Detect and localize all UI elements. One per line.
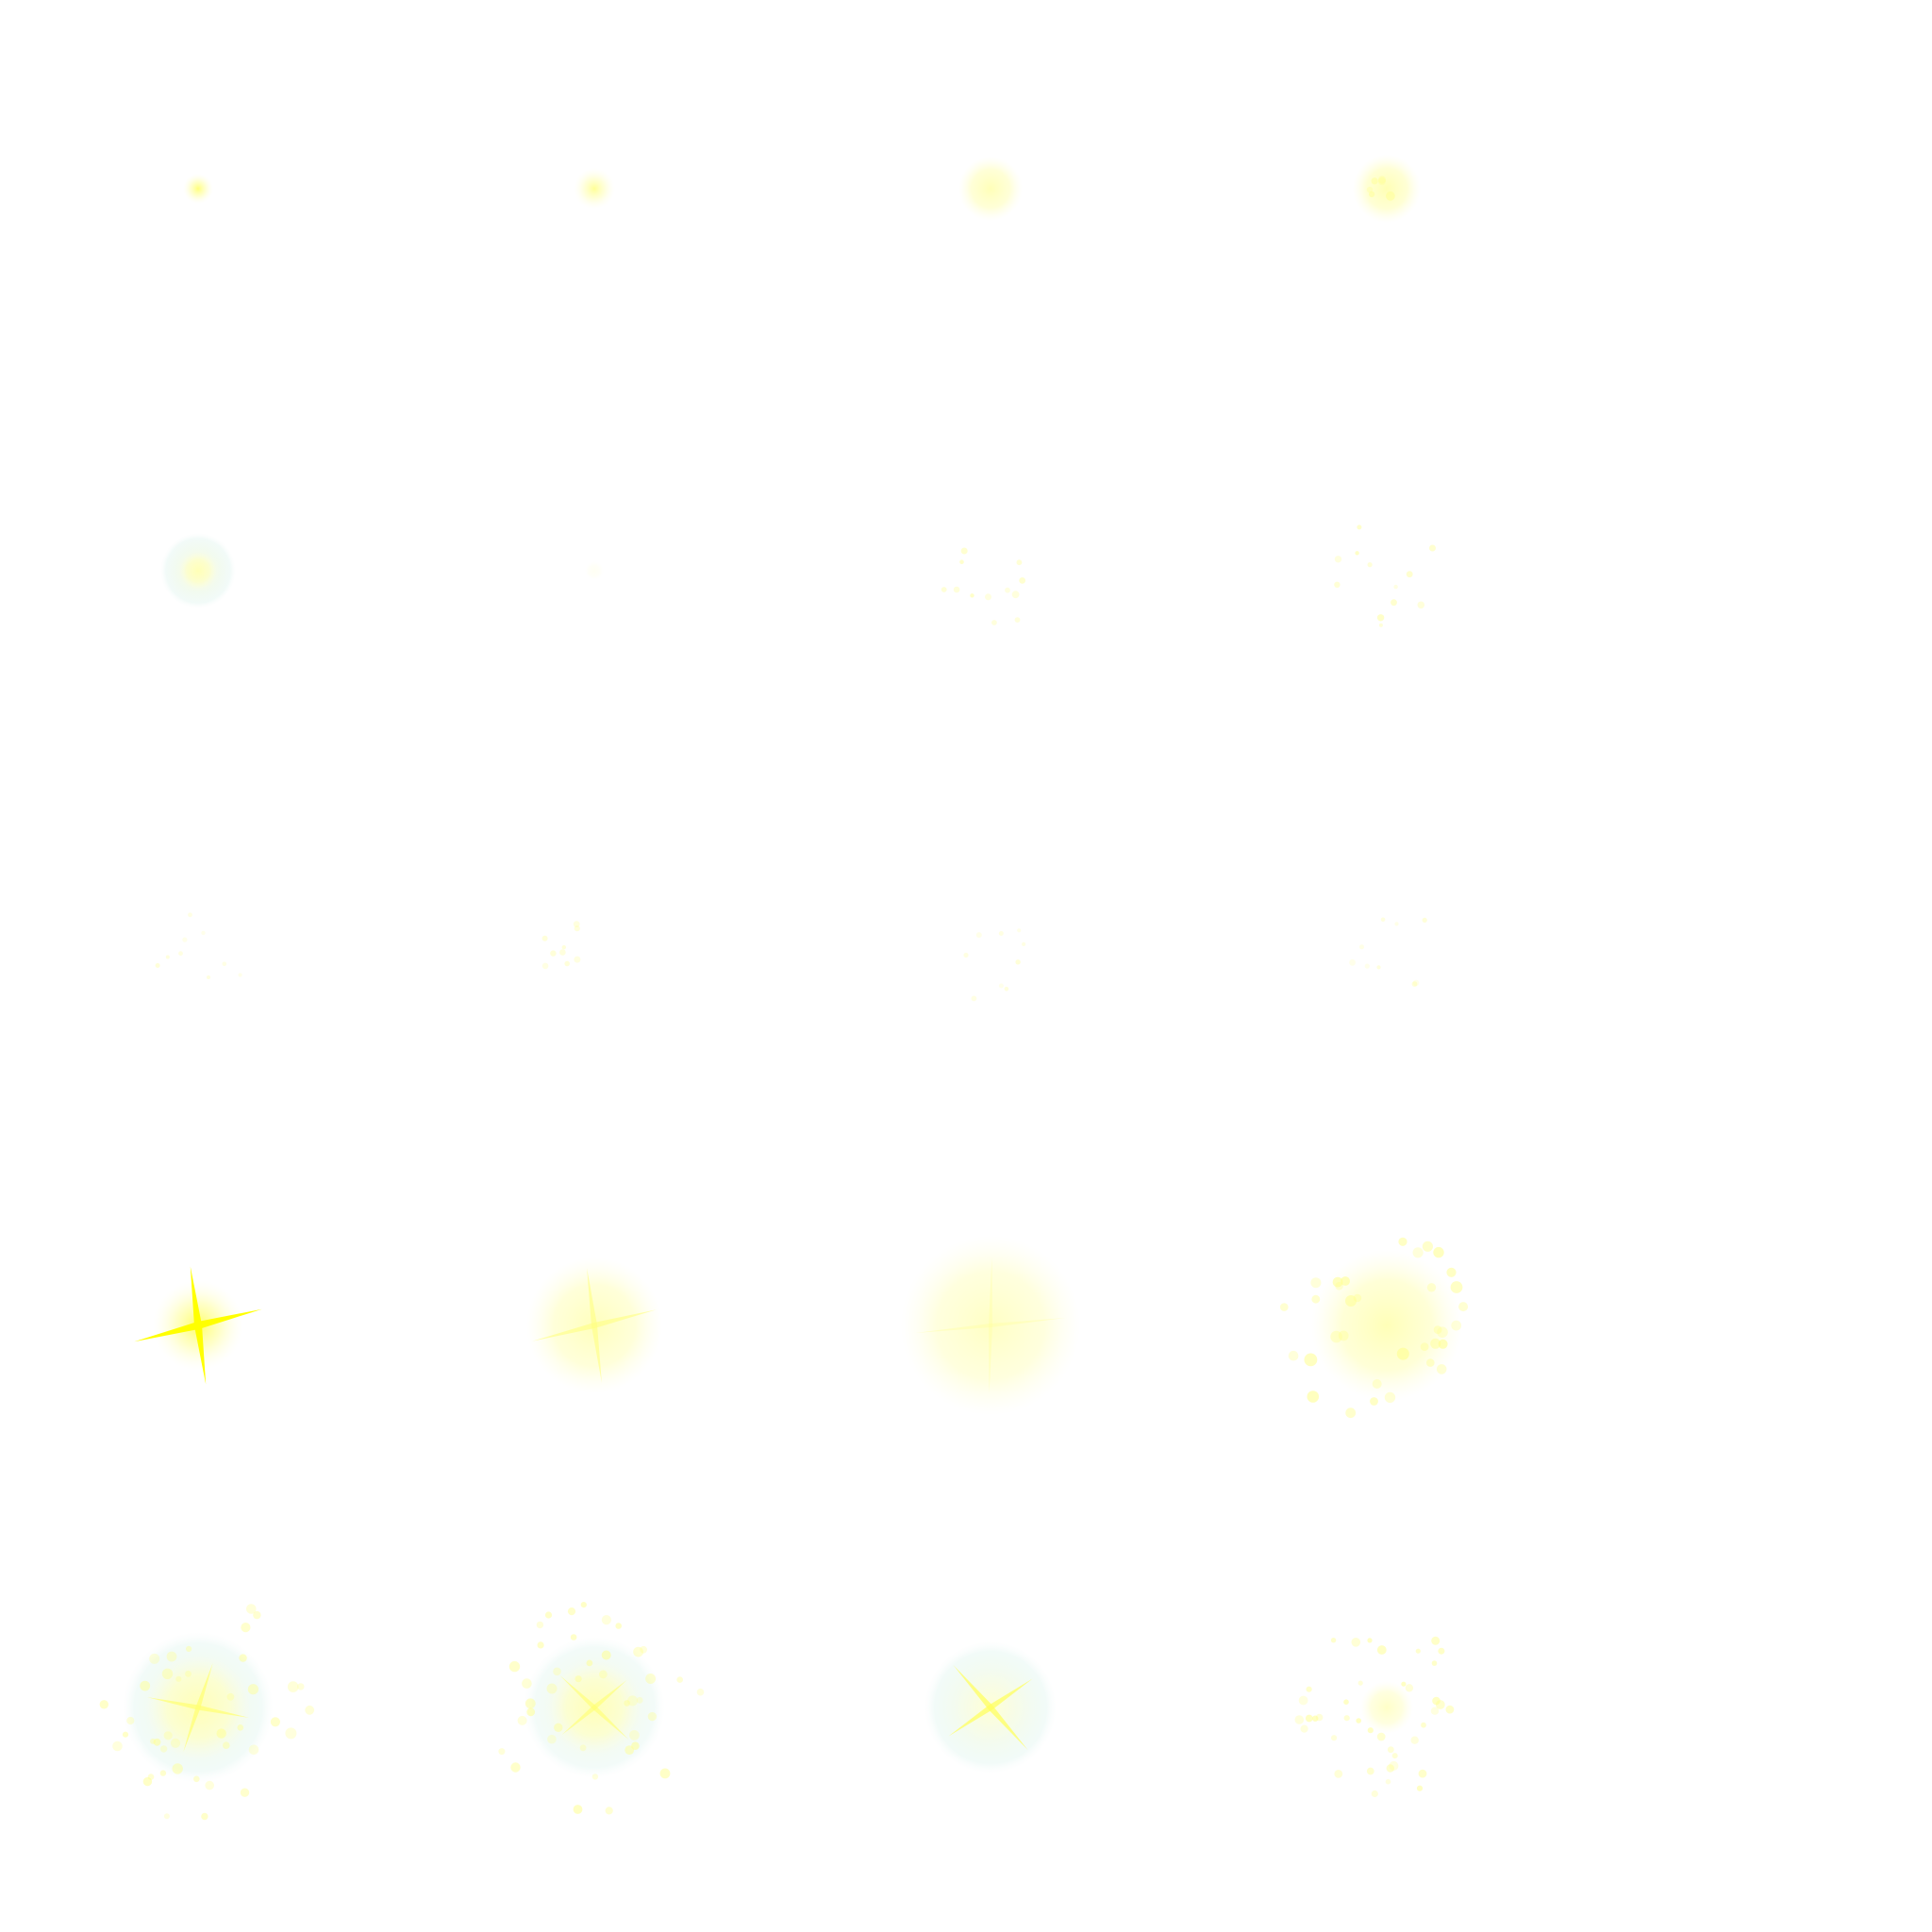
sprite-frame-16 — [1280, 1237, 1469, 1419]
sprite-frame-6 — [585, 561, 604, 580]
sprite-frame-3 — [958, 157, 1023, 221]
sprite-frame-20 — [1294, 1636, 1455, 1798]
sprite-frame-15 — [901, 1236, 1080, 1415]
sprite-frame-18 — [498, 1602, 705, 1815]
sprite-frame-17 — [99, 1604, 315, 1821]
sprite-frame-1 — [183, 174, 213, 204]
frames-layer — [99, 155, 1469, 1821]
sprite-frame-5 — [160, 533, 236, 608]
sprite-frame-4 — [1353, 155, 1421, 223]
sprite-frame-14 — [526, 1257, 662, 1393]
sprite-frame-19 — [924, 1641, 1057, 1774]
sprite-frame-10 — [541, 921, 581, 970]
sprite-frame-13 — [134, 1266, 262, 1385]
sprite-frame-11 — [963, 928, 1026, 1002]
sprite-frame-12 — [1349, 917, 1427, 987]
sprite-frame-7 — [941, 547, 1026, 625]
sprite-frame-2 — [574, 168, 615, 209]
sprite-frame-8 — [1334, 525, 1436, 627]
sprite-frame-9 — [155, 912, 242, 979]
